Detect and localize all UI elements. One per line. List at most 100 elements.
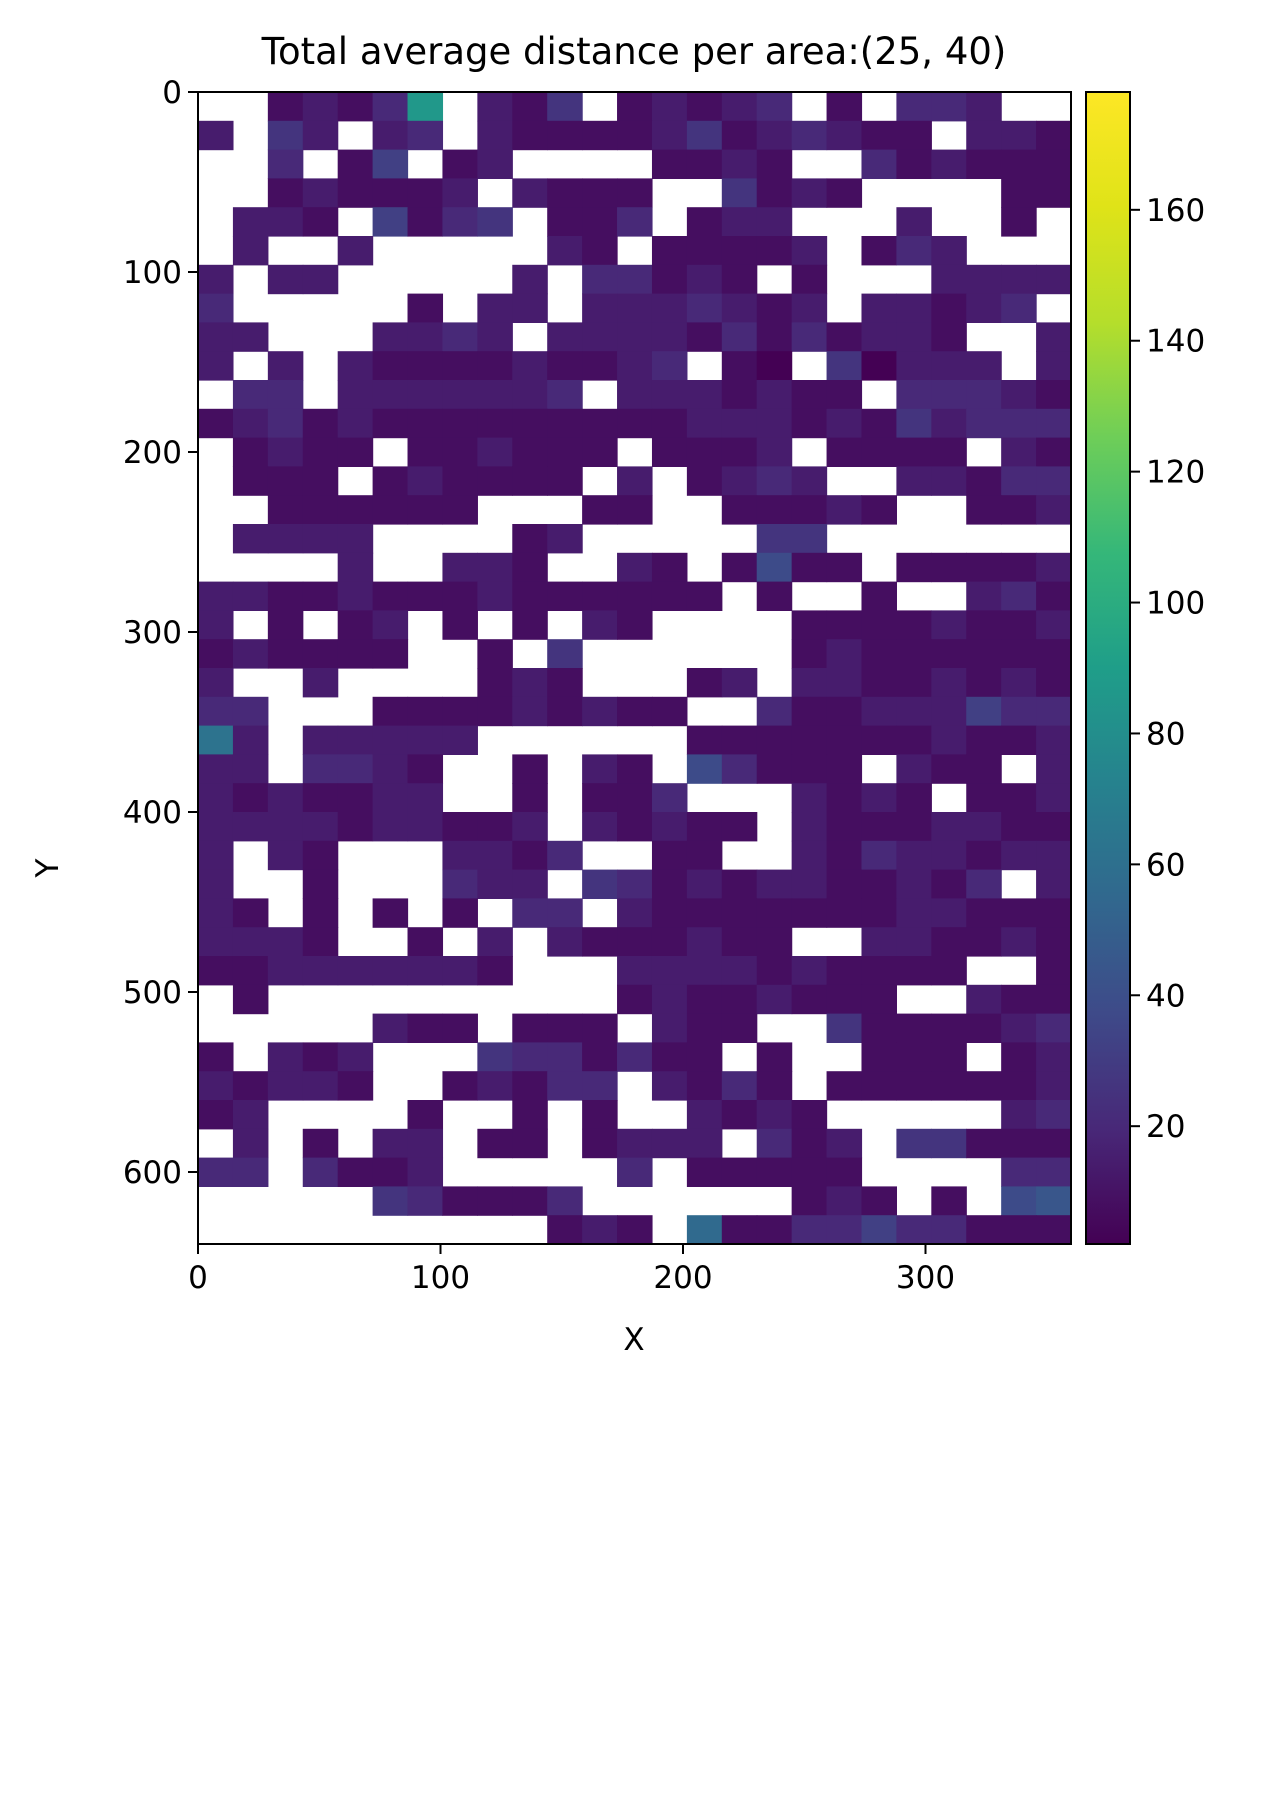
colorbar (1085, 91, 1131, 1245)
heatmap-cell (756, 322, 793, 352)
heatmap-cell (582, 869, 618, 899)
heatmap-cell (931, 1186, 967, 1216)
heatmap-cell (442, 552, 478, 583)
heatmap-cell (232, 696, 269, 727)
heatmap-cell (1001, 437, 1037, 467)
heatmap-cell (686, 725, 723, 755)
heatmap-cell (826, 610, 863, 640)
heatmap-cell (721, 1215, 758, 1245)
heatmap-cell (931, 149, 967, 179)
heatmap-cell (407, 754, 444, 784)
heatmap-cell (582, 1215, 618, 1245)
heatmap-cell (232, 956, 269, 986)
heatmap-cell (512, 581, 548, 611)
heatmap-cell (721, 351, 758, 381)
heatmap-cell (896, 869, 932, 899)
heatmap-cell (931, 610, 967, 640)
heatmap-cell (1036, 1071, 1072, 1101)
heatmap-cell (686, 754, 723, 784)
heatmap-cell (651, 956, 688, 986)
heatmap-cell (896, 927, 932, 957)
heatmap-cell (512, 120, 548, 151)
colorbar-tick-label: 160 (1146, 193, 1205, 229)
heatmap-cell (1001, 1157, 1037, 1187)
chart-title: Total average distance per area:(25, 40) (261, 30, 1007, 73)
heatmap-cell (442, 322, 478, 352)
heatmap-cell (372, 1157, 409, 1187)
heatmap-cell (686, 898, 723, 928)
heatmap-cell (651, 351, 688, 381)
heatmap-cell (826, 1157, 863, 1187)
heatmap-cell (756, 754, 793, 784)
heatmap-cell (651, 380, 688, 410)
heatmap-cell (756, 466, 793, 496)
heatmap-cell (442, 1071, 478, 1101)
heatmap-cell (861, 956, 897, 986)
heatmap-cell (617, 120, 653, 151)
heatmap-cell (267, 927, 304, 957)
heatmap-cell (861, 351, 897, 381)
heatmap-cell (372, 92, 409, 122)
heatmap-cell (477, 1128, 513, 1159)
heatmap-cell (477, 149, 513, 179)
heatmap-cell (512, 466, 548, 496)
heatmap-cell (1036, 380, 1072, 410)
heatmap-cell (756, 696, 793, 727)
heatmap-cell (582, 696, 618, 727)
heatmap-cell (302, 956, 339, 986)
heatmap-cell (1001, 380, 1037, 410)
heatmap-cell (896, 120, 932, 151)
heatmap-cell (267, 178, 304, 208)
heatmap-cell (302, 869, 339, 899)
heatmap-cell (267, 149, 304, 179)
heatmap-cell (966, 380, 1002, 410)
heatmap-cell (966, 293, 1002, 323)
heatmap-cell (721, 725, 758, 755)
heatmap-cell (198, 783, 234, 813)
heatmap-cell (267, 1042, 304, 1072)
heatmap-cell (756, 725, 793, 755)
heatmap-cell (791, 639, 828, 669)
heatmap-cell (931, 236, 967, 266)
heatmap-cell (512, 293, 548, 323)
colorbar-ticks: 20 40 60 80 100 120 140 160 (1130, 193, 1205, 1145)
heatmap-cell (198, 581, 234, 611)
heatmap-cell (547, 120, 583, 151)
heatmap-cell (547, 927, 583, 957)
heatmap-cell (651, 322, 688, 352)
heatmap-cell (966, 1128, 1002, 1159)
heatmap-cell (966, 1071, 1002, 1101)
heatmap-cell (407, 696, 444, 727)
y-tick-label: 600 (123, 1155, 182, 1191)
heatmap-cell (512, 264, 548, 295)
heatmap-cell (198, 322, 234, 352)
heatmap-cell (512, 437, 548, 467)
heatmap-cell (861, 898, 897, 928)
heatmap-cell (756, 1215, 793, 1245)
heatmap-cell (721, 927, 758, 957)
heatmap-cell (1036, 927, 1072, 957)
heatmap-cell (791, 408, 828, 439)
heatmap-cell (547, 639, 583, 669)
heatmap-cell (512, 92, 548, 122)
heatmap-cell (1036, 610, 1072, 640)
heatmap-cell (651, 696, 688, 727)
heatmap-cell (337, 1157, 374, 1187)
heatmap-cell (861, 1013, 897, 1043)
heatmap-cell (372, 725, 409, 755)
heatmap-cell (617, 495, 653, 525)
heatmap-cell (931, 956, 967, 986)
heatmap-cell (931, 264, 967, 295)
heatmap-cell (267, 351, 304, 381)
heatmap-cell (547, 1013, 583, 1043)
heatmap-cell (896, 1128, 932, 1159)
heatmap-cell (896, 898, 932, 928)
heatmap-cell (198, 264, 234, 295)
heatmap-cell (756, 236, 793, 266)
heatmap-cell (267, 92, 304, 122)
heatmap-cell (512, 668, 548, 698)
heatmap-cell (407, 1128, 444, 1159)
heatmap-cell (232, 408, 269, 439)
heatmap-cell (407, 207, 444, 237)
heatmap-cell (791, 898, 828, 928)
